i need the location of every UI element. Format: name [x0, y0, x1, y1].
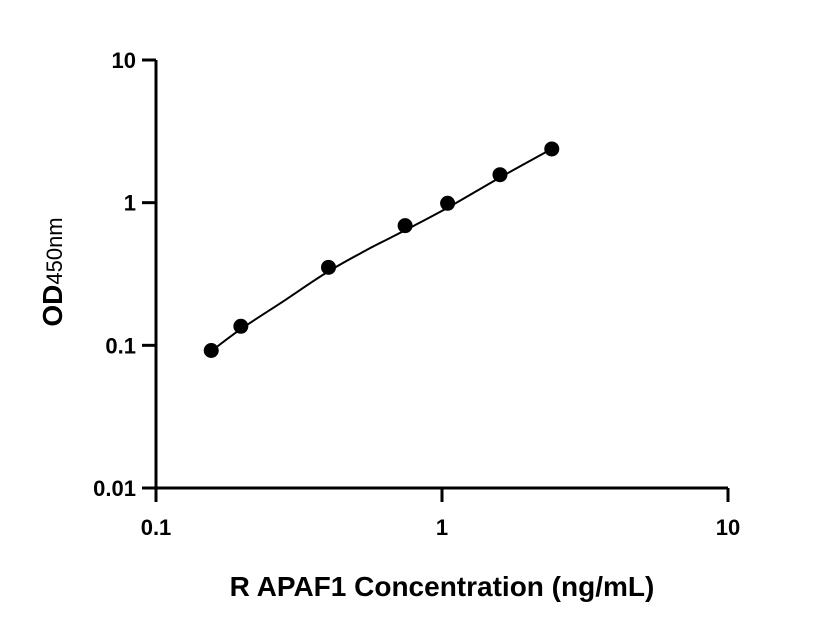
data-point: [492, 167, 508, 183]
fit-curve-layer: [210, 148, 553, 353]
y-tick-label: 0.01: [93, 476, 136, 501]
x-axis-title: R APAF1 Concentration (ng/mL): [230, 571, 655, 602]
x-tick-label: 10: [716, 515, 740, 540]
y-axis-title-main: OD: [37, 285, 68, 327]
x-tick-label: 1: [436, 515, 448, 540]
data-points-layer: [203, 141, 560, 358]
y-tick-label: 1: [124, 191, 136, 216]
data-point: [203, 342, 219, 358]
fit-curve: [210, 148, 553, 353]
y-axis-title: OD450nm: [37, 217, 68, 326]
axes: [154, 60, 728, 490]
data-point: [397, 218, 413, 234]
data-point: [440, 195, 456, 211]
y-axis-title-sub: 450nm: [42, 217, 67, 284]
x-tick-label: 0.1: [141, 515, 172, 540]
data-point: [544, 141, 560, 157]
y-tick-label: 0.1: [105, 333, 136, 358]
y-tick-label: 10: [112, 48, 136, 73]
data-point: [233, 318, 249, 334]
data-point: [320, 259, 336, 275]
